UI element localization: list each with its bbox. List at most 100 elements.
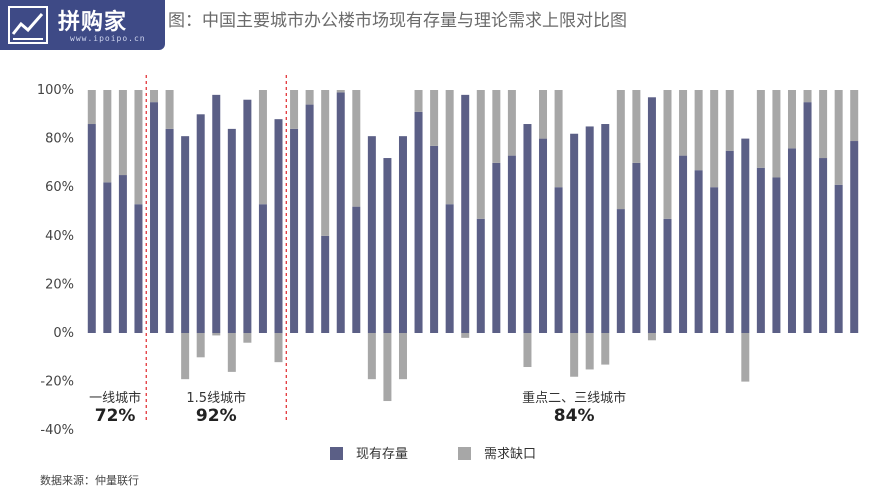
chart-title: 图：中国主要城市办公楼市场现有存量与理论需求上限对比图 — [168, 11, 627, 31]
bar-stock — [772, 177, 781, 333]
bar-stock — [321, 235, 330, 333]
bar-stock — [398, 136, 407, 333]
bar-gap — [772, 90, 781, 178]
bar-stock — [601, 124, 610, 334]
logo: 拼购家 www.ipoipo.cn — [0, 0, 165, 50]
bar-stock — [787, 148, 796, 333]
bar-stock — [694, 170, 703, 333]
bar-gap — [850, 90, 859, 142]
bar-gap — [725, 90, 734, 151]
bar-stock — [258, 204, 267, 333]
group-label: 1.5线城市 — [186, 390, 246, 406]
bar-gap — [258, 90, 267, 205]
y-tick-label: 60% — [45, 180, 74, 195]
y-tick-label: 80% — [45, 132, 74, 147]
bar-stock — [227, 128, 236, 333]
bar-stock — [616, 209, 625, 333]
source-note: 数据来源：仲量联行 — [40, 474, 139, 487]
y-tick-label: -20% — [40, 375, 74, 390]
bar-stock — [539, 138, 548, 333]
bar-gap — [461, 333, 470, 338]
bar-stock — [430, 145, 439, 333]
bar-stock — [585, 126, 594, 333]
logo-text: 拼购家 — [58, 10, 128, 35]
group-label: 一线城市 — [89, 390, 141, 406]
bar-stock — [150, 102, 159, 334]
logo-chart-icon — [8, 6, 48, 44]
bar-gap — [274, 333, 283, 363]
bar-gap — [352, 90, 361, 207]
bar-stock — [725, 150, 734, 333]
bar-gap — [445, 90, 454, 205]
bar-stock — [803, 102, 812, 334]
y-tick-label: 40% — [45, 229, 74, 244]
bar-gap — [632, 90, 641, 163]
bar-gap — [103, 90, 112, 183]
bar-gap — [212, 333, 221, 336]
bar-gap — [616, 90, 625, 210]
bar-gap — [601, 333, 610, 365]
bar-gap — [336, 90, 345, 93]
bar-stock — [663, 218, 672, 333]
legend-label-stock: 现有存量 — [356, 447, 408, 462]
bar-stock — [523, 124, 532, 334]
group-percentage: 72% — [95, 406, 136, 426]
bar-stock — [445, 204, 454, 333]
bar-gap — [710, 90, 719, 188]
bar-gap — [118, 90, 127, 176]
bar-stock — [181, 136, 190, 333]
bar-gap — [476, 90, 485, 219]
y-tick-label: -40% — [40, 423, 74, 438]
bar-stock — [492, 162, 501, 333]
bar-stock — [554, 187, 563, 333]
bar-stock — [414, 111, 423, 334]
bar-gap — [87, 90, 96, 125]
bar-stock — [507, 155, 516, 333]
logo-url: www.ipoipo.cn — [70, 34, 146, 43]
bar-stock — [756, 167, 765, 333]
bar-stock — [305, 104, 314, 333]
group-percentage: 84% — [554, 406, 595, 426]
y-tick-label: 0% — [53, 326, 74, 341]
bar-gap — [647, 333, 656, 341]
bar-stock — [367, 136, 376, 333]
bar-gap — [414, 90, 423, 112]
bar-gap — [134, 90, 143, 205]
bar-stock — [212, 94, 221, 333]
bar-stock — [383, 158, 392, 333]
bar-gap — [554, 90, 563, 188]
bar-stock — [118, 175, 127, 333]
bar-stock — [710, 187, 719, 333]
bar-stock — [647, 97, 656, 333]
bar-gap — [694, 90, 703, 171]
bar-gap — [756, 90, 765, 168]
bar-gap — [741, 333, 750, 382]
bar-gap — [290, 90, 299, 129]
bar-gap — [150, 90, 159, 103]
bar-gap — [367, 333, 376, 380]
bar-stock — [243, 99, 252, 333]
bar-gap — [834, 90, 843, 185]
bar-gap — [570, 333, 579, 377]
bar-gap — [585, 333, 594, 370]
bar-stock — [632, 162, 641, 333]
bar-stock — [134, 204, 143, 333]
bar-stock — [274, 119, 283, 333]
group-percentage: 92% — [196, 406, 237, 426]
bar-gap — [165, 90, 174, 129]
bar-stock — [476, 218, 485, 333]
bar-gap — [196, 333, 205, 358]
bar-gap — [181, 333, 190, 380]
bar-gap — [243, 333, 252, 343]
bar-gap — [819, 90, 828, 159]
bar-gap — [679, 90, 688, 156]
legend-swatch-stock — [330, 447, 343, 460]
bar-gap — [787, 90, 796, 149]
bar-gap — [305, 90, 314, 105]
bar-gap — [398, 333, 407, 380]
legend-label-gap: 需求缺口 — [484, 447, 536, 462]
y-tick-label: 100% — [37, 83, 74, 98]
bar-gap — [539, 90, 548, 139]
bar-gap — [227, 333, 236, 372]
